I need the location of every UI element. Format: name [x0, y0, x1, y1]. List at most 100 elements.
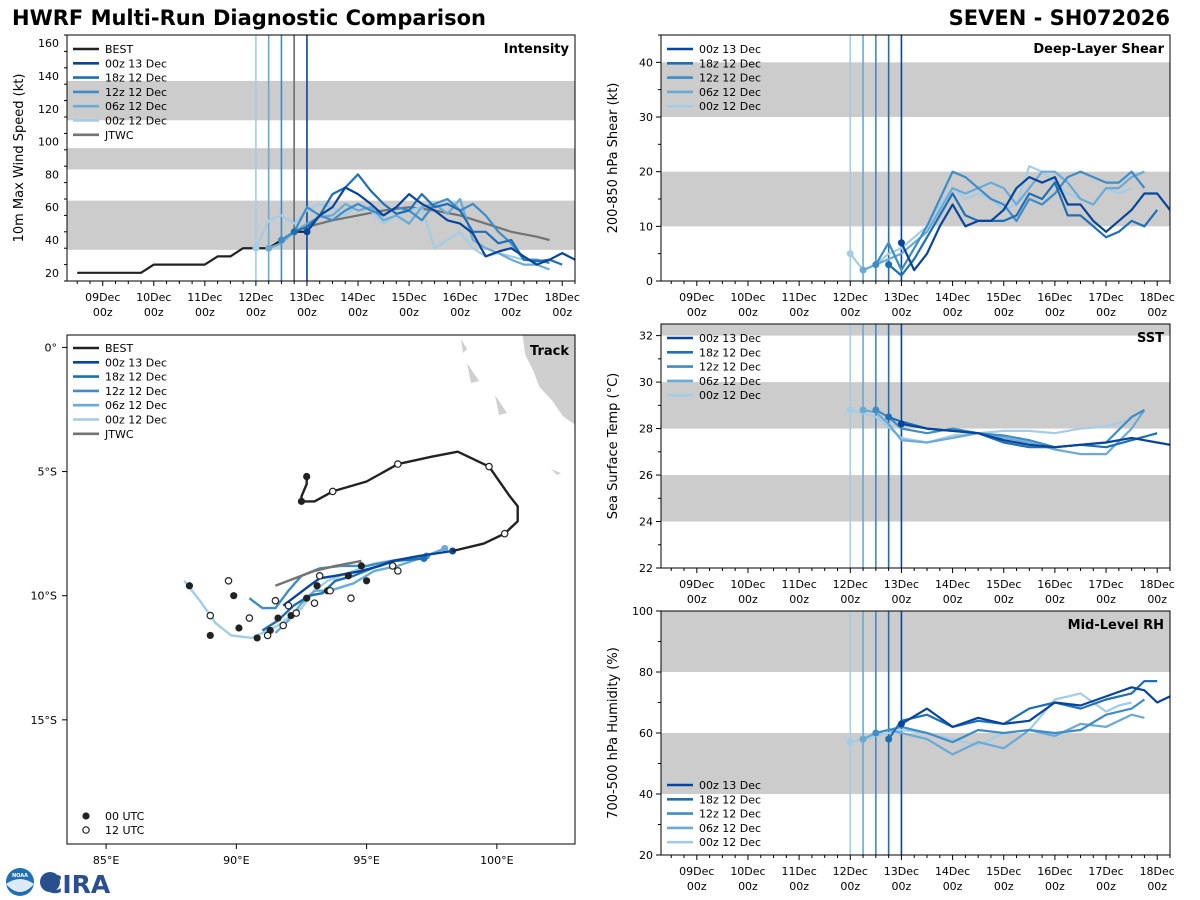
run-start-marker: [897, 720, 905, 728]
x-tick-sublabel: 00z: [297, 306, 317, 319]
y-tick-label: 60: [45, 201, 59, 214]
lat-tick-label: 5°S: [38, 466, 57, 479]
run-start-marker: [885, 413, 893, 421]
run-start-marker: [897, 420, 905, 428]
plot-frame: [660, 34, 1171, 282]
x-tick-label: 09Dec: [679, 291, 714, 304]
legend-label: 00z 13 Dec: [699, 332, 761, 345]
legend-label: 00z 12 Dec: [699, 389, 761, 402]
y-tick-label: 100: [38, 136, 59, 149]
x-tick-sublabel: 00z: [195, 306, 215, 319]
fix-00utc-marker: [362, 577, 371, 585]
intensity-panel: 20 40 60 80 100 120 140 160 09Dec 00z 10Dec 00z 11De…: [12, 34, 580, 319]
fix-00utc-marker: [206, 631, 214, 640]
cira-globe: [40, 872, 60, 892]
plot-area: [661, 611, 1170, 855]
x-tick-label: 12Dec: [833, 291, 868, 304]
x-tick-label: 14Dec: [935, 865, 970, 878]
x-tick-label: 12Dec: [238, 291, 273, 304]
run-line-3: [862, 408, 1146, 456]
threshold-band: [661, 382, 1170, 429]
legend-label: 12 UTC: [105, 824, 145, 837]
run-line-1: [887, 181, 1159, 277]
y-tick-label: 60: [639, 727, 653, 740]
run-start-marker: [846, 250, 854, 258]
y-tick-label: 80: [639, 666, 653, 679]
plot-frame: [660, 323, 1171, 569]
x-tick-label: 16Dec: [1037, 578, 1072, 591]
plot-frame: [66, 34, 576, 282]
x-tick-sublabel: 00z: [994, 306, 1014, 319]
legend-00utc-marker: [82, 812, 90, 820]
y-tick-label: 32: [639, 330, 653, 343]
legend-label: 18z 12 Dec: [699, 346, 761, 359]
track-panel: 85°E 90°E 95°E 100°E0°5°S10°S15°STrackBEST0…: [31, 334, 576, 867]
x-tick-label: 13Dec: [884, 578, 919, 591]
run-line-0: [901, 422, 1170, 449]
x-tick-sublabel: 00z: [943, 593, 963, 606]
fix-12utc-marker: [284, 601, 293, 610]
x-tick-label: 13Dec: [884, 865, 919, 878]
panel-title: Track: [530, 344, 569, 359]
legend-label: 18z 12 Dec: [105, 371, 167, 384]
run-start-marker: [885, 735, 893, 743]
fix-12utc-marker: [328, 487, 337, 496]
threshold-band: [661, 62, 1170, 117]
fix-12utc-marker: [224, 577, 233, 585]
x-tick-sublabel: 00z: [1045, 306, 1065, 319]
x-tick-sublabel: 00z: [687, 880, 707, 893]
lon-tick-label: 90°E: [223, 854, 249, 867]
legend-label: 18z 12 Dec: [699, 57, 761, 70]
legend-label: 12z 12 Dec: [699, 72, 761, 85]
x-tick-sublabel: 00z: [552, 306, 572, 319]
legend-label: 00z 13 Dec: [699, 43, 761, 56]
y-axis-label: 700-500 hPa Humidity (%): [606, 647, 621, 819]
x-tick-label: 14Dec: [340, 291, 375, 304]
legend-12utc-marker: [82, 826, 90, 834]
x-tick-sublabel: 00z: [994, 880, 1014, 893]
x-tick-sublabel: 00z: [789, 880, 809, 893]
legend-label: 06z 12 Dec: [699, 86, 761, 99]
run-start-marker: [897, 239, 905, 247]
figure-title: HWRF Multi-Run Diagnostic Comparison: [12, 6, 487, 30]
x-tick-sublabel: 00z: [246, 306, 266, 319]
x-tick-label: 12Dec: [833, 578, 868, 591]
rh-panel: 20 40 60 80 100 09Dec 00z 10Dec 00z 11Dec 00z 12Dec…: [606, 605, 1175, 893]
lat-tick-label: 15°S: [31, 714, 57, 727]
y-tick-label: 40: [639, 56, 653, 69]
x-tick-sublabel: 00z: [789, 593, 809, 606]
y-tick-label: 10: [639, 220, 653, 233]
island: [495, 395, 507, 415]
threshold-band: [661, 171, 1170, 227]
x-tick-sublabel: 00z: [348, 306, 368, 319]
run-start-marker: [265, 244, 273, 252]
cira-wordmark: CIRA: [44, 870, 111, 899]
run-line-2: [874, 170, 1146, 272]
lon-tick-label: 95°E: [353, 854, 379, 867]
run-start-marker: [252, 244, 260, 252]
x-tick-sublabel: 00z: [687, 593, 707, 606]
fix-12utc-marker: [206, 611, 215, 620]
run-start-marker: [303, 228, 311, 236]
run-start-marker: [885, 261, 893, 269]
run-start-marker: [859, 406, 867, 414]
run-line-2: [280, 197, 550, 265]
y-axis-label: Sea Surface Temp (°C): [606, 373, 621, 520]
fix-00utc-marker: [297, 497, 306, 505]
plot-area: [661, 35, 1170, 281]
x-tick-sublabel: 00z: [738, 306, 758, 319]
x-tick-label: 15Dec: [986, 578, 1021, 591]
fix-00utc-marker: [235, 624, 243, 632]
x-tick-label: 11Dec: [781, 291, 816, 304]
legend-label: 00z 13 Dec: [105, 356, 167, 369]
fix-00utc-marker: [303, 472, 311, 481]
panel-title: Intensity: [504, 42, 570, 57]
x-tick-sublabel: 00z: [892, 593, 912, 606]
y-tick-label: 26: [639, 469, 653, 482]
x-tick-sublabel: 00z: [738, 880, 758, 893]
x-tick-sublabel: 00z: [1096, 880, 1116, 893]
fix-12utc-marker: [263, 631, 272, 640]
x-tick-sublabel: 00z: [399, 306, 419, 319]
x-tick-sublabel: 00z: [789, 306, 809, 319]
